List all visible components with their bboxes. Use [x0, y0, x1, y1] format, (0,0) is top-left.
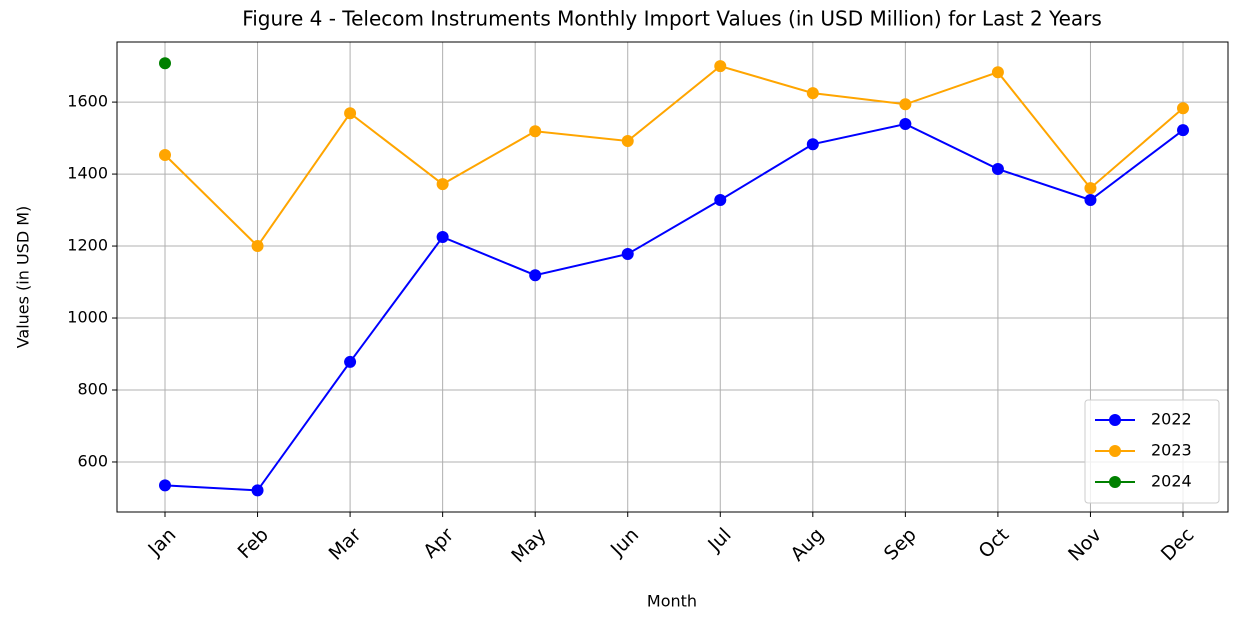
point	[436, 231, 449, 244]
point	[344, 107, 357, 120]
x-tick-label: May	[507, 524, 550, 567]
series-line	[164, 123, 1184, 492]
point	[714, 60, 727, 73]
point	[714, 193, 727, 206]
x-tick-label: Jan	[143, 524, 180, 561]
point	[991, 163, 1004, 176]
point	[899, 118, 912, 131]
x-tick-label: Nov	[1064, 524, 1106, 566]
point	[344, 355, 357, 368]
point	[991, 66, 1004, 79]
point	[1177, 102, 1189, 115]
legend-marker	[1109, 476, 1121, 488]
point	[1084, 182, 1097, 195]
y-tick-label: 1400	[67, 164, 108, 183]
point	[529, 269, 542, 282]
point	[806, 138, 819, 151]
y-tick-label: 800	[77, 380, 108, 399]
x-tick-label: Feb	[234, 524, 273, 563]
x-tick-label: Mar	[325, 524, 366, 565]
point	[159, 149, 171, 162]
x-tick-label: Jun	[606, 524, 643, 561]
point	[529, 125, 542, 138]
point	[436, 178, 449, 191]
x-axis-label: Month	[647, 592, 697, 611]
point	[806, 87, 819, 100]
y-tick-label: 1200	[67, 236, 108, 255]
legend-label: 2024	[1151, 472, 1192, 491]
legend-label: 2022	[1151, 410, 1192, 429]
legend-marker	[1109, 414, 1121, 426]
point	[159, 479, 171, 492]
legend-marker	[1109, 445, 1121, 457]
point	[159, 57, 171, 70]
legend-label: 2023	[1151, 441, 1192, 460]
x-tick-label: Aug	[786, 524, 828, 566]
y-axis-label: Values (in USD M)	[14, 206, 33, 349]
y-tick-label: 1000	[67, 308, 108, 327]
plot-frame	[116, 41, 1229, 513]
point	[251, 240, 264, 253]
point	[899, 98, 912, 111]
point	[621, 247, 634, 260]
y-tick-label: 600	[77, 451, 108, 470]
x-tick-label: Jul	[703, 524, 735, 556]
y-tick-label: 1600	[67, 92, 108, 111]
point	[1177, 124, 1189, 137]
x-tick-label: Dec	[1157, 524, 1199, 566]
x-tick-label: Apr	[419, 524, 458, 563]
point	[1084, 193, 1097, 206]
point	[621, 134, 634, 147]
series-line	[164, 65, 1184, 248]
x-tick-label: Sep	[880, 524, 921, 565]
point	[251, 484, 264, 497]
chart-title: Figure 4 - Telecom Instruments Monthly I…	[242, 7, 1102, 31]
x-tick-label: Oct	[975, 524, 1014, 563]
